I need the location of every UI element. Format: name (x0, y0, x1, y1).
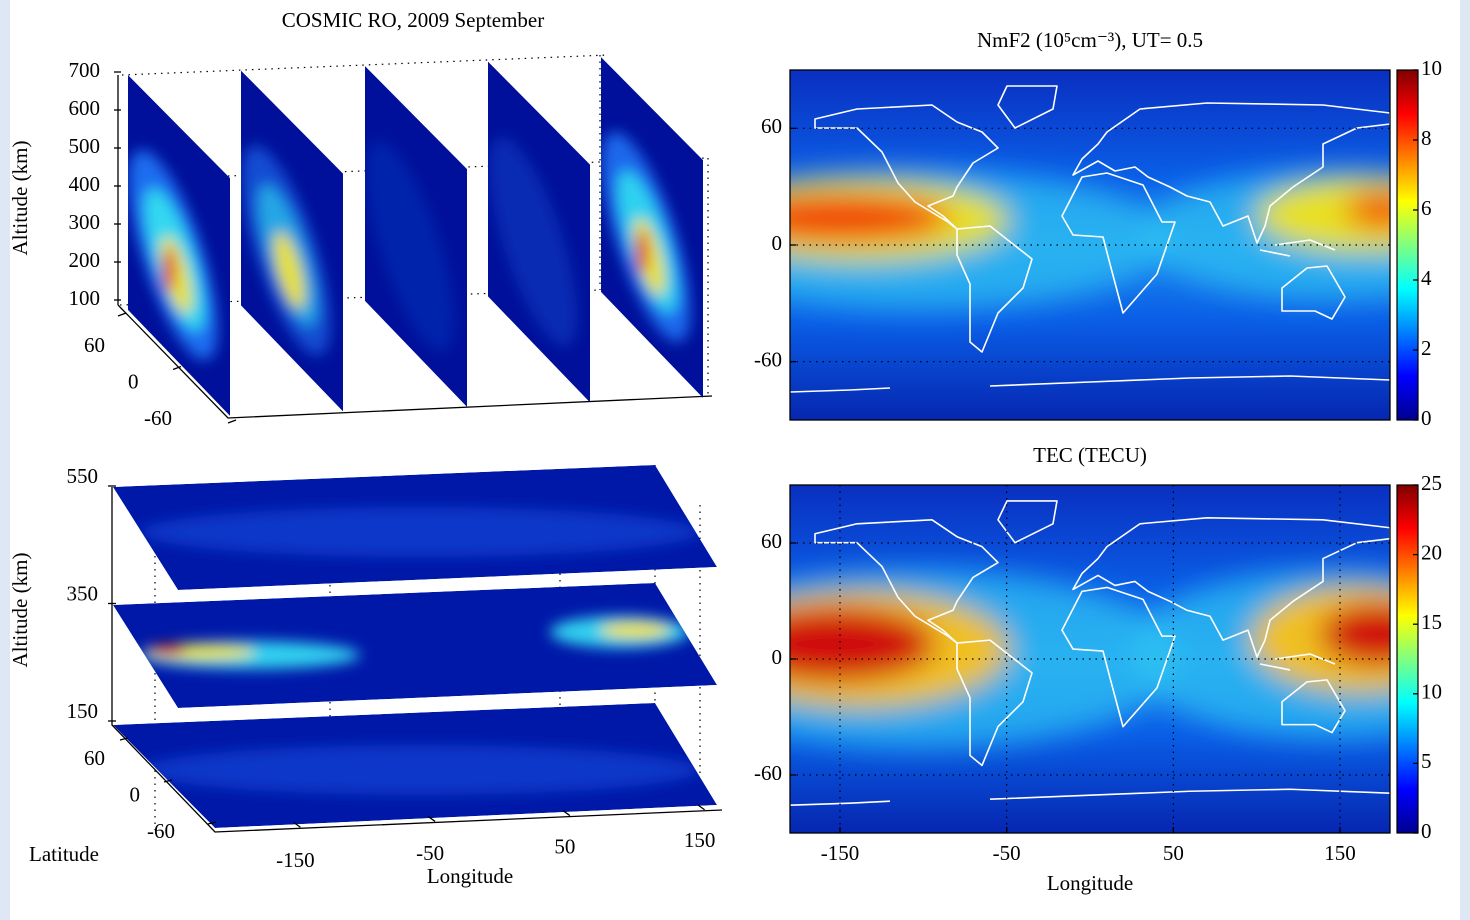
y-tick (172, 365, 182, 371)
slice (241, 70, 343, 412)
colorbar-tick-label: 8 (1421, 126, 1432, 150)
x-tick (293, 821, 301, 828)
slice-heat (241, 145, 331, 356)
layer-heat (140, 616, 690, 669)
x-tick-label: -50 (993, 841, 1021, 865)
slice-heat (365, 140, 455, 352)
y-tick (207, 821, 217, 825)
y-tick-label: 0 (772, 645, 783, 669)
x-tick-label: 150 (684, 828, 716, 852)
z-axis-title: Altitude (km) (8, 141, 32, 256)
slice (128, 75, 230, 416)
colorbar-tick-label: 10 (1421, 56, 1442, 80)
x-tick (427, 815, 436, 822)
x-axis-title: Longitude (1047, 871, 1133, 895)
x-tick-label: 150 (1324, 841, 1356, 865)
x-tick-label: 50 (1163, 841, 1184, 865)
layer-fill (113, 583, 717, 708)
y-tick-label: -60 (754, 347, 782, 371)
y-tick-label: 60 (761, 529, 782, 553)
colorbar-tick-label: 2 (1421, 336, 1432, 360)
colorbar-tick-label: 6 (1421, 196, 1432, 220)
y-tick-label: -60 (754, 761, 782, 785)
x-tick-label: -150 (821, 841, 860, 865)
y-tick-label: 60 (84, 746, 105, 770)
y-tick-label: 0 (130, 782, 141, 806)
colorbar (1396, 484, 1419, 834)
heat (273, 231, 305, 310)
z-tick-label: 600 (69, 96, 101, 120)
y-tick-label: -60 (144, 406, 172, 430)
colorbar-tick-label: 5 (1421, 749, 1432, 773)
y-tick (227, 419, 237, 424)
z-axis-title: Altitude (km) (8, 553, 32, 668)
colorbar-tick-label: 0 (1421, 819, 1432, 843)
slice-heat (128, 149, 218, 361)
z-tick-label: 350 (67, 581, 99, 605)
colorbar-tick-label: 20 (1421, 540, 1442, 564)
box-frame (117, 54, 713, 419)
x-axis-title: Longitude (427, 864, 513, 888)
colorbar-tick-label: 15 (1421, 610, 1442, 634)
heat (600, 622, 670, 638)
heat (140, 507, 700, 557)
y-axis-title: Latitude (29, 842, 99, 866)
colorbar (1396, 69, 1419, 421)
colorbar-tick-label: 0 (1421, 406, 1432, 430)
y-tick (119, 737, 129, 741)
z-tick-label: 500 (69, 134, 101, 158)
x-tick (697, 804, 705, 811)
heat (140, 745, 700, 795)
x-tick-label: 50 (554, 834, 575, 858)
x-tick-label: -150 (276, 848, 315, 872)
layer-heat (140, 745, 700, 795)
layer (113, 703, 717, 828)
slice-heat (601, 131, 691, 343)
y-tick (117, 312, 127, 317)
chart-title: COSMIC RO, 2009 September (282, 8, 545, 32)
x-tick (562, 810, 571, 817)
heat (365, 140, 455, 352)
z-tick-label: 700 (69, 58, 101, 82)
slice (601, 57, 703, 398)
layer-heat (140, 507, 700, 557)
y-tick-label: 0 (772, 231, 783, 255)
colorbar-tick-label: 4 (1421, 266, 1432, 290)
z-tick-label: 550 (67, 464, 99, 488)
y-tick-label: 60 (84, 333, 105, 357)
z-tick-label: 300 (69, 210, 101, 234)
heat (488, 136, 578, 347)
heat (150, 645, 186, 655)
heat (636, 230, 648, 274)
layer (113, 583, 717, 708)
slice-heat (488, 136, 578, 347)
chart-title: TEC (TECU) (1033, 443, 1147, 467)
x-tick-label: -50 (416, 841, 444, 865)
slice (488, 61, 590, 403)
z-tick-label: 100 (69, 286, 101, 310)
colorbar-tick-label: 25 (1421, 471, 1442, 495)
slice (365, 66, 467, 407)
colorbar-tick-label: 10 (1421, 680, 1442, 704)
z-tick-label: 400 (69, 172, 101, 196)
z-tick-label: 150 (67, 699, 99, 723)
slices (128, 57, 703, 416)
y-tick (163, 779, 173, 783)
layers (113, 465, 717, 828)
chart-title: NmF2 (10⁵cm⁻³), UT= 0.5 (977, 28, 1203, 52)
y-tick-label: -60 (147, 819, 175, 843)
z-tick-label: 200 (69, 248, 101, 272)
y-tick-label: 0 (128, 369, 139, 393)
heat (163, 248, 175, 292)
layer (113, 465, 717, 590)
y-tick-label: 60 (761, 114, 782, 138)
